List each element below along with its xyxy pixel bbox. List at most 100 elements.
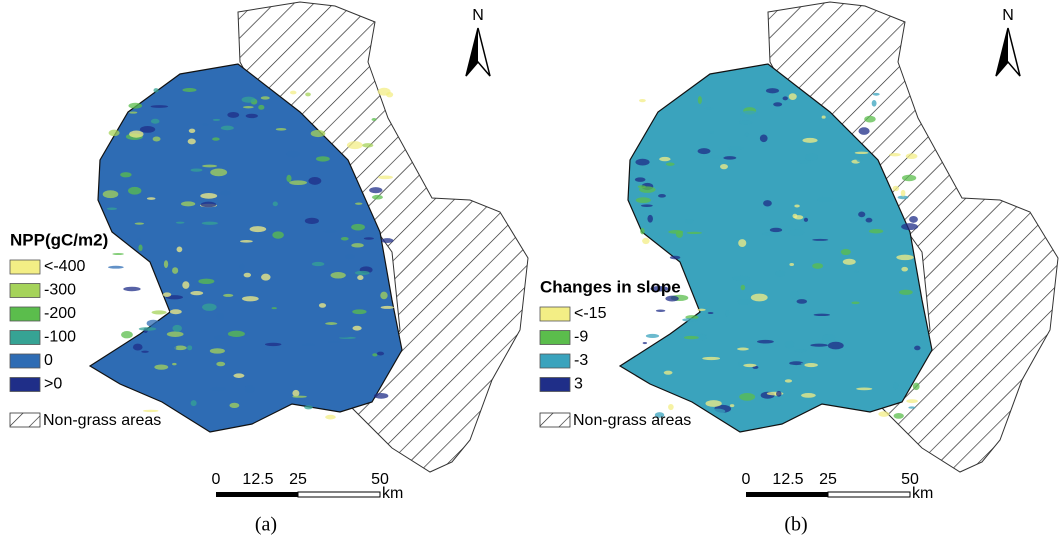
map-speckle (788, 229, 805, 237)
scale-label: 0 (742, 471, 751, 488)
map-speckle (827, 341, 844, 350)
map-speckle (705, 400, 722, 407)
map-speckle (792, 213, 798, 219)
map-speckle (261, 273, 271, 281)
map-speckle (220, 125, 234, 131)
map-speckle (351, 243, 364, 248)
map-speckle (151, 310, 167, 315)
map-speckle (853, 270, 859, 273)
map-speckle (260, 96, 270, 100)
map-speckle (697, 148, 711, 155)
map-speckle (121, 331, 133, 339)
legend-swatch (539, 377, 571, 392)
map-speckle (301, 343, 316, 347)
map-speckle (821, 115, 826, 119)
map-speckle (120, 172, 132, 178)
map-speckle (901, 266, 909, 272)
scale-bar-white (827, 491, 911, 498)
map-speckle (804, 153, 818, 161)
map-speckle (896, 254, 914, 261)
map-speckle (682, 318, 698, 322)
map-speckle (202, 303, 217, 311)
map-speckle (856, 155, 864, 163)
map-speckle (182, 88, 197, 92)
map-speckle (352, 309, 367, 315)
map-speckle (146, 197, 156, 200)
map-speckle (311, 261, 325, 267)
map-speckle (708, 154, 725, 159)
scale-label: 50 (901, 471, 919, 488)
map-speckle (146, 319, 160, 327)
legend-swatch-hatch (539, 412, 571, 428)
map-speckle (812, 263, 824, 269)
map-speckle (351, 223, 365, 231)
map-speckle (784, 379, 793, 383)
map-speckle (642, 341, 648, 345)
map-speckle (355, 202, 363, 205)
map-speckle (187, 138, 196, 145)
map-speckle (243, 272, 252, 278)
map-speckle (642, 237, 650, 245)
map-speckle (659, 156, 671, 162)
map-speckle (190, 168, 203, 172)
map-speckle (216, 312, 225, 321)
map-speckle (369, 187, 383, 194)
legend-swatch (9, 259, 41, 275)
map-speckle (305, 92, 311, 97)
map-speckle (744, 132, 750, 137)
map-speckle (241, 296, 259, 302)
map-speckle (229, 402, 240, 409)
map-speckle (851, 301, 860, 305)
map-speckle (683, 335, 699, 340)
map-speckle (668, 230, 684, 234)
map-speckle (210, 386, 227, 392)
map-speckle (849, 149, 856, 154)
map-speckle (732, 275, 751, 282)
legend-swatch (9, 306, 41, 322)
map-speckle (665, 162, 675, 166)
map-speckle (372, 353, 378, 357)
legend-label: <-400 (44, 258, 85, 275)
map-speckle (216, 361, 226, 367)
map-speckle (304, 405, 313, 410)
map-speckle (858, 211, 866, 218)
legend-swatch (539, 330, 571, 345)
map-speckle (658, 194, 666, 198)
legend-label: <-15 (574, 305, 607, 322)
map-speckle (201, 221, 218, 225)
map-speckle (134, 222, 145, 225)
map-speckle (854, 151, 869, 155)
map-speckle (245, 113, 258, 119)
map-speckle (914, 345, 921, 351)
map-speckle (202, 164, 218, 168)
map-speckle (796, 160, 812, 164)
map-speckle (380, 291, 388, 300)
north-arrow-fill (466, 28, 478, 76)
map-speckle (128, 186, 142, 195)
map-speckle (289, 90, 297, 95)
map-speckle (697, 308, 706, 311)
map-speckle (849, 218, 859, 221)
map-speckle (864, 115, 876, 123)
map-speckle (669, 255, 681, 260)
legend-title: Changes in slope (540, 277, 681, 296)
map-speckle (856, 387, 873, 391)
scale-label: 12.5 (772, 471, 803, 488)
map-speckle (153, 88, 159, 93)
map-speckle (858, 127, 870, 135)
map-speckle (352, 325, 362, 331)
map-speckle (190, 291, 204, 296)
map-speckle (239, 263, 245, 270)
map-speckle (315, 156, 330, 162)
map-speckle (212, 137, 220, 141)
map-speckle (647, 214, 653, 223)
map-speckle (802, 137, 818, 143)
map-speckle (318, 303, 327, 308)
map-speckle (380, 305, 395, 309)
legend-swatch (9, 353, 41, 369)
map-speckle (182, 281, 190, 289)
scale-label: 12.5 (242, 471, 273, 488)
map-speckle (200, 193, 218, 199)
map-speckle (172, 362, 177, 366)
map-speckle (654, 412, 665, 418)
